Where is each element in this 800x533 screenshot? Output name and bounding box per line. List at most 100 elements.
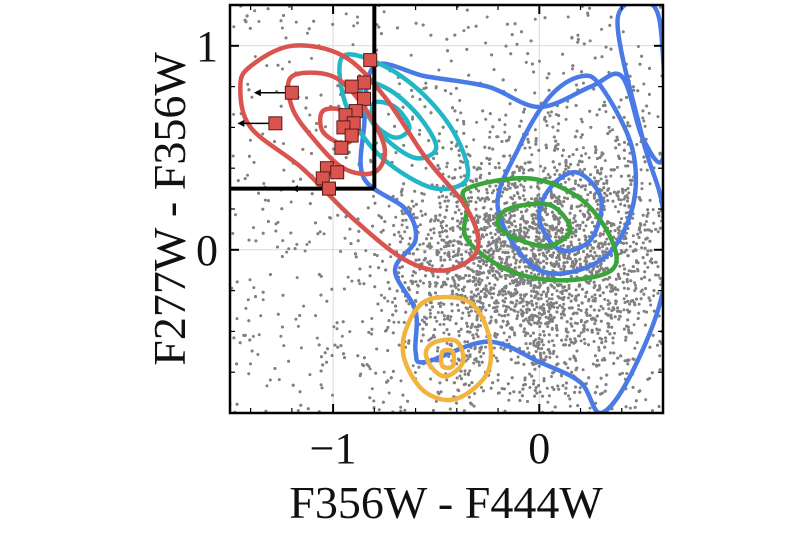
background-point — [432, 231, 436, 235]
background-point — [513, 266, 517, 270]
background-point — [502, 154, 505, 158]
background-point — [596, 328, 599, 332]
background-point — [581, 368, 585, 372]
background-point — [704, 358, 707, 361]
background-point — [780, 157, 783, 160]
background-point — [504, 292, 508, 296]
background-point — [429, 259, 432, 263]
background-point — [786, 193, 789, 196]
background-point — [522, 219, 526, 223]
background-point — [622, 115, 626, 119]
background-point — [548, 114, 552, 118]
background-point — [472, 336, 476, 340]
background-point — [722, 247, 725, 250]
background-point — [400, 193, 404, 197]
background-point — [516, 314, 520, 318]
background-point — [461, 289, 465, 293]
background-point — [530, 418, 533, 421]
background-point — [514, 261, 518, 265]
background-point — [670, 225, 673, 228]
background-point — [649, 303, 653, 307]
background-point — [368, 265, 372, 269]
background-point — [630, 269, 634, 273]
background-point — [683, 159, 686, 162]
background-point — [467, 383, 471, 387]
background-point — [622, 308, 626, 312]
background-point — [547, 394, 551, 398]
background-point — [666, 210, 669, 213]
background-point — [467, 442, 470, 445]
background-point — [477, 277, 481, 281]
background-point — [512, 209, 516, 213]
background-point — [666, 174, 669, 177]
background-point — [410, 199, 414, 203]
background-point — [236, 179, 240, 183]
background-point — [498, 237, 502, 241]
background-point — [668, 375, 671, 378]
background-point — [508, 221, 512, 225]
background-point — [523, 327, 526, 331]
background-point — [564, 445, 567, 448]
background-point — [707, 220, 710, 223]
background-point — [443, 199, 447, 203]
background-point — [421, 199, 424, 203]
background-point — [494, 166, 497, 170]
background-point — [639, 230, 642, 234]
background-point — [336, 345, 340, 349]
background-point — [394, 215, 398, 219]
background-point — [470, 196, 474, 199]
background-point — [707, 145, 710, 148]
background-point — [421, 242, 425, 246]
background-point — [480, 196, 484, 200]
background-point — [500, 314, 504, 318]
background-point — [545, 261, 549, 265]
background-point — [682, 230, 685, 233]
background-point — [457, 208, 461, 212]
background-point — [459, 235, 463, 239]
background-point — [373, 253, 376, 256]
background-point — [626, 121, 630, 125]
background-point — [325, 360, 329, 364]
background-point — [688, 115, 691, 118]
background-point — [691, 296, 694, 299]
background-point — [600, 27, 603, 31]
background-point — [566, 15, 570, 19]
background-point — [411, 117, 414, 121]
background-point — [624, 439, 627, 442]
background-point — [666, 228, 669, 231]
background-point — [370, 387, 374, 391]
background-point — [509, 349, 512, 353]
background-point — [485, 421, 488, 424]
background-point — [424, 81, 428, 85]
background-point — [515, 280, 519, 284]
background-point — [505, 338, 509, 342]
background-point — [492, 437, 495, 440]
background-point — [572, 329, 576, 333]
background-point — [458, 99, 462, 102]
background-point — [682, 261, 685, 264]
background-point — [252, 286, 256, 290]
background-point — [566, 197, 569, 201]
background-point — [555, 324, 558, 328]
background-point — [508, 154, 512, 158]
background-point — [685, 217, 688, 220]
background-point — [364, 249, 368, 253]
background-point — [465, 354, 468, 358]
background-point — [562, 302, 566, 306]
background-point — [548, 176, 552, 180]
background-point — [486, 276, 490, 280]
background-point — [232, 112, 236, 116]
background-point — [584, 295, 588, 299]
background-point — [483, 249, 486, 253]
background-point — [305, 243, 309, 246]
background-point — [281, 239, 285, 243]
background-point — [559, 312, 563, 316]
background-point — [444, 241, 448, 245]
background-point — [762, 201, 765, 204]
background-point — [469, 190, 473, 194]
background-point — [433, 219, 437, 223]
background-point — [625, 430, 628, 433]
background-point — [428, 219, 432, 223]
background-point — [401, 393, 405, 397]
background-point — [454, 253, 458, 257]
